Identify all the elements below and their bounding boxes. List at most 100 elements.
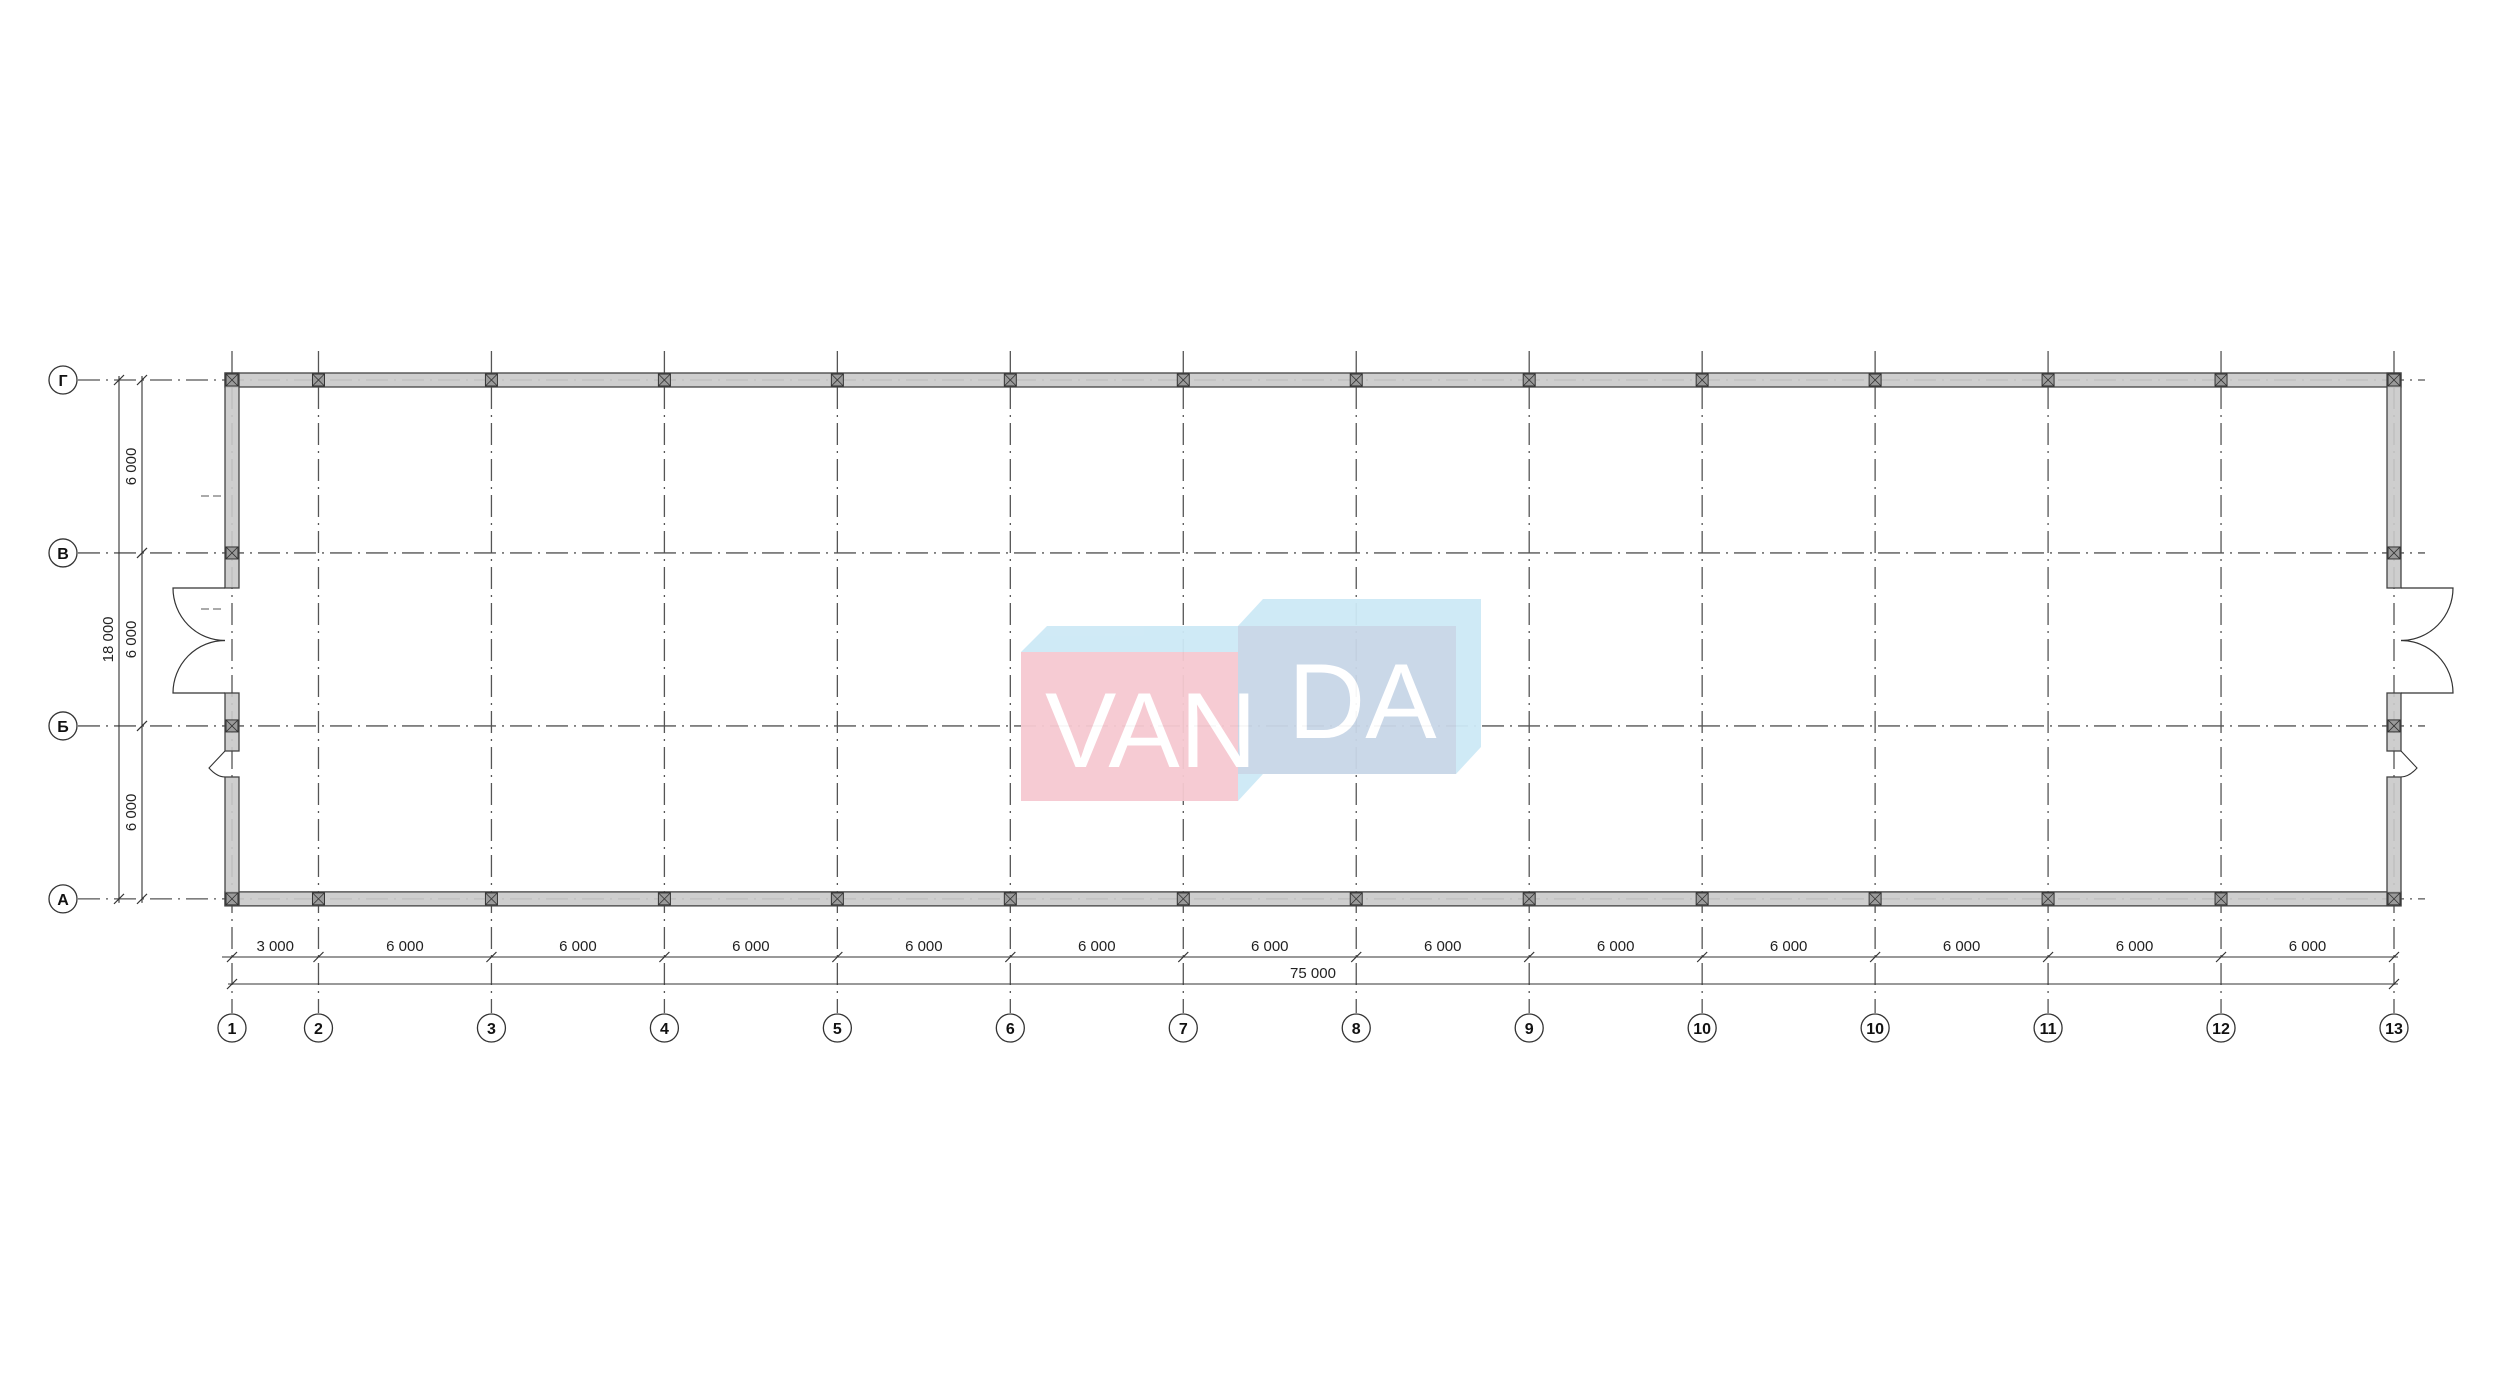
dimension-tick bbox=[2388, 951, 2400, 963]
column-cross bbox=[225, 373, 239, 387]
dimension-tick bbox=[113, 374, 125, 386]
column-dimension-label: 6 000 bbox=[1597, 938, 1635, 955]
row-axis-label: А bbox=[57, 892, 69, 909]
wall-segment bbox=[224, 372, 2402, 388]
dimension-tick bbox=[136, 547, 148, 559]
column-axis-bubble bbox=[822, 1013, 853, 1043]
column-axis-label: 6 bbox=[1006, 1021, 1015, 1038]
column-axis-label: 1 bbox=[228, 1021, 237, 1038]
column-dimension-label: 6 000 bbox=[1943, 938, 1981, 955]
dimension-tick bbox=[136, 893, 148, 905]
column-cross bbox=[2387, 373, 2401, 387]
column-cross bbox=[1695, 373, 1709, 387]
column-axis-bubble bbox=[2206, 1013, 2236, 1043]
column-cross bbox=[658, 373, 671, 387]
column-cross bbox=[831, 892, 844, 906]
column-cross bbox=[1868, 892, 1882, 906]
dimension-tick bbox=[226, 951, 238, 963]
column-cross bbox=[225, 719, 239, 733]
column-axis-bubble bbox=[217, 1013, 247, 1043]
dimension-tick bbox=[1523, 951, 1535, 963]
column-dimension-label: 6 000 bbox=[905, 938, 943, 955]
column-dimension-label: 6 000 bbox=[2116, 938, 2154, 955]
dimension-tick bbox=[1177, 951, 1189, 963]
row-dimension-label: 6 000 bbox=[123, 621, 140, 659]
double-door-leaf-bottom bbox=[172, 639, 226, 694]
column-overall-dimension-label: 75 000 bbox=[1290, 965, 1336, 982]
wall-segment bbox=[2386, 776, 2402, 907]
column-cross bbox=[225, 546, 239, 560]
row-overall-dimension-label: 18 000 bbox=[100, 616, 117, 662]
column-axis-label: 2 bbox=[314, 1021, 323, 1038]
column-cross bbox=[1004, 892, 1017, 906]
double-door-leaf-top bbox=[2400, 587, 2454, 642]
column-cross bbox=[2214, 892, 2228, 906]
column-cross bbox=[831, 373, 844, 387]
column-dimension-label: 6 000 bbox=[386, 938, 424, 955]
column-axis-label: 5 bbox=[833, 1021, 842, 1038]
double-door-leaf-bottom bbox=[2400, 639, 2454, 694]
row-axis-bubble bbox=[48, 711, 78, 741]
column-cross bbox=[1176, 373, 1190, 387]
column-cross bbox=[225, 892, 239, 906]
column-cross bbox=[312, 373, 325, 387]
watermark-text-left: VAN bbox=[1045, 670, 1257, 790]
row-dimension-label: 6 000 bbox=[123, 448, 140, 486]
column-axis-bubble bbox=[1514, 1013, 1544, 1043]
column-axis-label: 9 bbox=[1525, 1021, 1534, 1038]
column-axis-label: 13 bbox=[2385, 1021, 2403, 1038]
column-axis-label: 11 bbox=[2040, 1021, 2057, 1038]
watermark-top-face bbox=[1021, 626, 1238, 652]
dimension-tick bbox=[1350, 951, 1362, 963]
dimension-tick bbox=[226, 978, 238, 990]
double-door-leaf-top bbox=[172, 587, 226, 642]
column-cross bbox=[485, 892, 498, 906]
watermark-pink-block bbox=[1021, 652, 1238, 801]
wall-segment bbox=[2386, 372, 2402, 589]
column-cross bbox=[2387, 892, 2401, 906]
wall-segment bbox=[224, 372, 240, 589]
column-cross bbox=[1349, 373, 1363, 387]
watermark-blue-block bbox=[1238, 626, 1456, 774]
column-dimension-label: 6 000 bbox=[732, 938, 770, 955]
column-cross bbox=[2041, 892, 2055, 906]
column-cross bbox=[312, 892, 325, 906]
column-axis-bubble bbox=[2379, 1013, 2409, 1043]
dimension-tick bbox=[2042, 951, 2054, 963]
column-axis-label: 7 bbox=[1179, 1021, 1188, 1038]
column-axis-label: 8 bbox=[1352, 1021, 1361, 1038]
wall-segment bbox=[224, 776, 240, 907]
column-axis-label: 10 bbox=[1866, 1021, 1884, 1038]
dimension-tick bbox=[831, 951, 843, 963]
row-axis-label: Г bbox=[58, 373, 67, 390]
column-dimension-label: 6 000 bbox=[559, 938, 597, 955]
column-axis-label: 10 bbox=[1693, 1021, 1711, 1038]
dimension-tick bbox=[113, 893, 125, 905]
column-cross bbox=[658, 892, 671, 906]
dimension-tick bbox=[1696, 951, 1708, 963]
row-axis-label: Б bbox=[57, 719, 69, 736]
dimension-tick bbox=[658, 951, 670, 963]
column-axis-label: 12 bbox=[2212, 1021, 2230, 1038]
column-axis-label: 4 bbox=[660, 1021, 669, 1038]
column-axis-bubble bbox=[1687, 1013, 1717, 1043]
row-axis-bubble bbox=[48, 365, 78, 395]
column-cross bbox=[1868, 373, 1882, 387]
dimension-tick bbox=[313, 951, 324, 963]
column-axis-bubble bbox=[1168, 1013, 1198, 1043]
column-cross bbox=[2387, 719, 2401, 733]
column-cross bbox=[1522, 373, 1536, 387]
column-dimension-label: 6 000 bbox=[1078, 938, 1116, 955]
dimension-tick bbox=[486, 951, 497, 963]
column-axis-bubble bbox=[1860, 1013, 1890, 1043]
dimension-tick bbox=[1004, 951, 1016, 963]
dimension-tick bbox=[1869, 951, 1881, 963]
wall-segment bbox=[224, 891, 2402, 907]
column-dimension-label: 6 000 bbox=[2289, 938, 2327, 955]
column-dimension-label: 6 000 bbox=[1770, 938, 1808, 955]
dimensions: 3 000 6 000 6 000 6 000 6 000 6 000 6 000 6 000… bbox=[100, 374, 2400, 990]
watermark-wedge-top bbox=[1238, 599, 1263, 626]
column-cross bbox=[1004, 373, 1017, 387]
